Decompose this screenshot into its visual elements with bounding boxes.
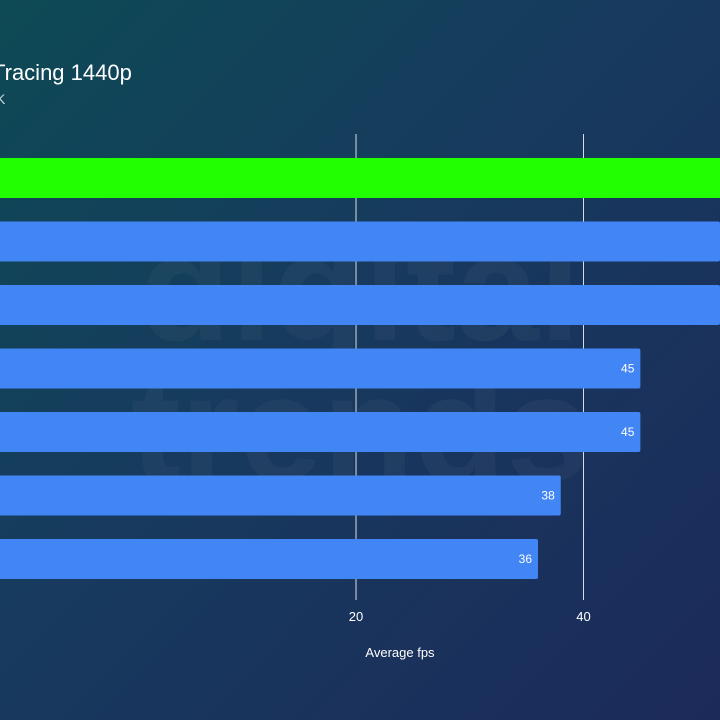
x-axis-ticks: 20 40 — [349, 609, 591, 624]
bar — [0, 475, 561, 516]
bars: 45 45 38 36 — [0, 158, 720, 579]
bar — [0, 412, 641, 452]
chart-title: Tracing 1440p — [0, 60, 132, 85]
x-axis-label: Average fps — [365, 645, 435, 660]
x-tick-label: 40 — [576, 609, 590, 624]
chart-subtitle: K — [0, 91, 6, 107]
bar — [0, 285, 720, 325]
bar — [0, 158, 720, 198]
bar-value-label: 38 — [541, 489, 555, 503]
bar — [0, 221, 720, 262]
bar-value-label: 45 — [621, 362, 635, 376]
bar — [0, 348, 641, 389]
bar-value-label: 36 — [519, 552, 533, 566]
bar-value-label: 45 — [621, 425, 635, 439]
x-tick-label: 20 — [349, 609, 363, 624]
bar — [0, 539, 539, 579]
